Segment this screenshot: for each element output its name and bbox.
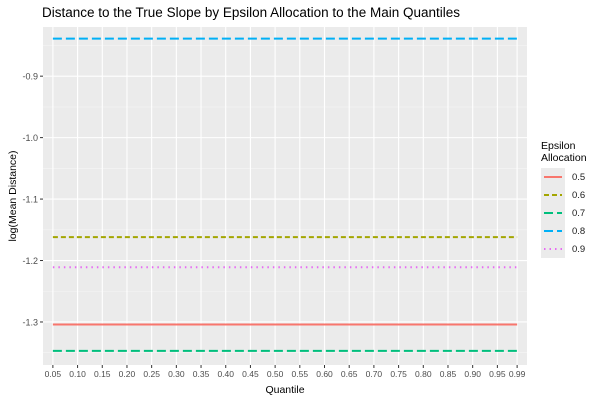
y-tick-label: -1.0 [22,133,38,143]
legend-key [541,186,565,204]
legend-key [541,222,565,240]
x-axis-title: Quantile [265,384,304,396]
x-tick-label: 0.05 [45,369,62,379]
legend-key [541,168,565,186]
legend-key [541,240,565,258]
legend-title: Epsilon Allocation [541,140,587,164]
legend-label: 0.7 [572,207,586,219]
legend-label: 0.8 [572,225,586,237]
y-tick-label: -1.1 [22,195,38,205]
x-tick-label: 0.50 [267,369,284,379]
legend-items: 0.5 0.6 0.7 0.8 0.9 [541,168,587,258]
y-tick-label: -1.3 [22,317,38,327]
legend-item-0-9: 0.9 [541,240,587,258]
x-tick-label: 0.35 [193,369,210,379]
x-tick-label: 0.10 [69,369,86,379]
legend-label: 0.9 [572,243,586,255]
x-tick-label: 0.85 [440,369,457,379]
legend-item-0-6: 0.6 [541,186,587,204]
legend-label: 0.6 [572,189,586,201]
x-tick-label: 0.20 [119,369,136,379]
y-tick-label: -0.9 [22,72,38,82]
legend: Epsilon Allocation 0.5 0.6 0.7 0.8 0.9 [541,140,587,258]
x-tick-label: 0.80 [415,369,432,379]
chart-title: Distance to the True Slope by Epsilon Al… [42,5,460,20]
x-tick-label: 0.90 [464,369,481,379]
x-tick-label: 0.65 [341,369,358,379]
x-tick-label: 0.55 [292,369,309,379]
plot-panel [43,27,527,365]
x-tick-label: 0.99 [509,369,526,379]
x-tick-label: 0.60 [316,369,333,379]
legend-key [541,204,565,222]
x-tick-label: 0.75 [390,369,407,379]
x-tick-label: 0.95 [489,369,506,379]
x-tick-label: 0.25 [143,369,160,379]
y-axis-title: log(Mean Distance) [7,150,19,241]
x-tick-label: 0.40 [217,369,234,379]
y-axis: -1.3 -1.2 -1.1 -1.0 -0.9 [22,72,43,327]
y-tick-label: -1.2 [22,256,38,266]
x-tick-label: 0.70 [366,369,383,379]
grid-lines [43,27,527,365]
legend-label: 0.5 [572,171,586,183]
x-tick-label: 0.30 [168,369,185,379]
x-axis: 0.05 0.10 0.15 0.20 0.25 0.30 0.35 0.40 0.45 0.50… [45,365,526,379]
x-tick-label: 0.45 [242,369,259,379]
series-lines [52,37,518,352]
legend-item-0-8: 0.8 [541,222,587,240]
legend-item-0-5: 0.5 [541,168,587,186]
x-tick-label: 0.15 [94,369,111,379]
legend-item-0-7: 0.7 [541,204,587,222]
